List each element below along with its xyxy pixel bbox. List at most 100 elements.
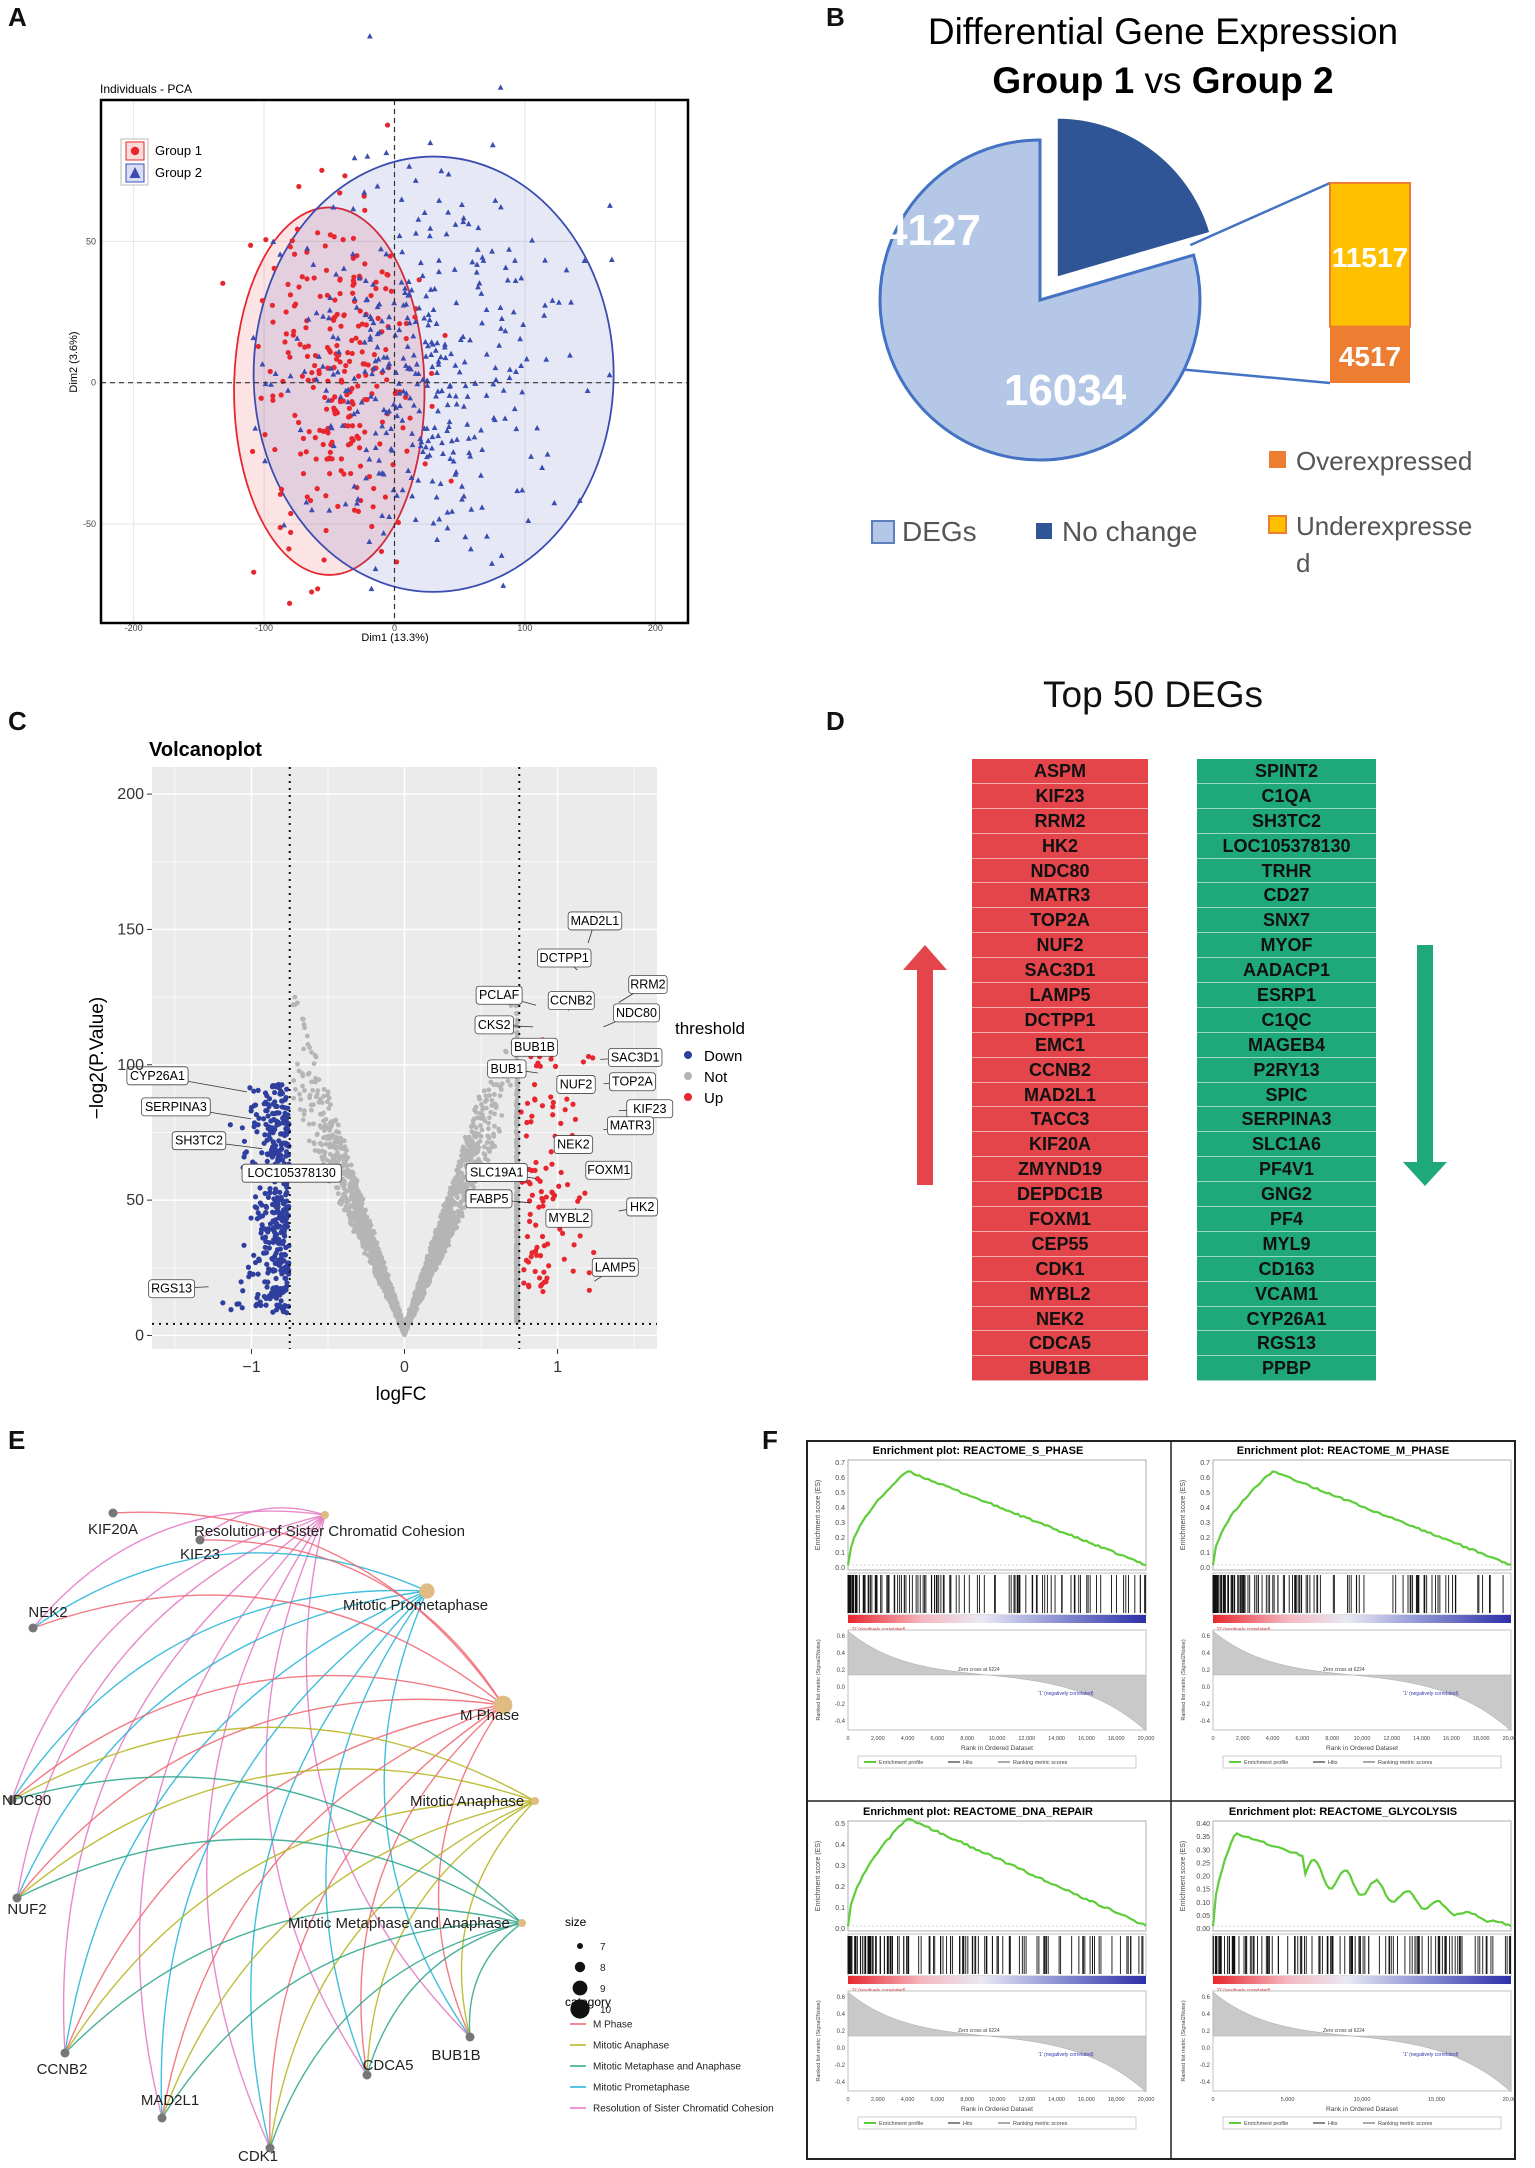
pca-point-group2 — [386, 313, 393, 320]
volcano-point-not — [353, 1178, 359, 1184]
pca-point-group1 — [290, 332, 296, 338]
volcano-point-not — [458, 1170, 463, 1176]
pca-point-group1 — [412, 314, 418, 320]
pca-point-group2 — [543, 356, 550, 362]
pca-point-group2 — [541, 312, 548, 318]
pca-point-group2 — [330, 442, 337, 449]
volcano-point-not — [353, 1206, 359, 1212]
gsea-es-ytick: 0.1 — [1200, 1550, 1210, 1557]
pca-point-group2 — [301, 368, 308, 374]
pca-point-group2 — [426, 316, 433, 323]
pca-point-group2 — [354, 408, 361, 414]
gsea-metric-ytick: 0.0 — [837, 1685, 846, 1691]
gsea-xlabel: Rank in Ordered Dataset — [1326, 1745, 1398, 1752]
pca-point-group1 — [383, 286, 389, 292]
volcano-gene-label: LOC105378130 — [248, 1166, 336, 1180]
pca-point-group2 — [466, 449, 473, 456]
pca-point-group2 — [428, 351, 435, 357]
volcano-label-box — [591, 1257, 639, 1277]
volcano-point-down — [263, 1204, 270, 1211]
pca-point-group2 — [400, 302, 407, 308]
volcano-point-not — [321, 1086, 327, 1092]
pca-point-group1 — [319, 167, 325, 173]
pca-xtick: 200 — [648, 623, 663, 633]
volcano-point-not — [331, 1154, 336, 1160]
volcano-label-box — [487, 1059, 527, 1079]
volcano-point-down — [251, 1252, 257, 1258]
pca-point-group2 — [464, 393, 471, 399]
pca-point-group1 — [327, 471, 333, 477]
pca-point-group2 — [380, 471, 387, 477]
gsea-es-ytick: 0.4 — [835, 1505, 845, 1512]
pca-xtick: 0 — [392, 623, 397, 633]
volcano-gene-label: CCNB2 — [550, 994, 592, 1008]
pca-point-group2 — [386, 324, 392, 330]
category-legend-label: Mitotic Prometaphase — [593, 2083, 690, 2094]
volcano-point-up — [526, 1198, 533, 1204]
volcano-point-up — [539, 1103, 546, 1109]
pca-point-group1 — [361, 193, 367, 199]
volcano-label-box — [607, 1116, 654, 1136]
volcano-xtick: −1 — [242, 1359, 260, 1376]
down-gene-cell: MAGEB4 — [1197, 1032, 1376, 1058]
pca-point-group1 — [327, 326, 333, 332]
volcano-gene-label: LAMP5 — [595, 1260, 636, 1274]
volcano-point-up — [550, 1104, 556, 1110]
volcano-label-box — [553, 1135, 594, 1154]
gsea-legend-hits: Hits — [963, 1760, 973, 1766]
volcano-point-up — [534, 1252, 540, 1258]
pca-point-group2 — [375, 356, 382, 362]
pca-point-group2 — [493, 376, 499, 383]
pca-point-group1 — [327, 349, 333, 355]
pca-point-group2 — [472, 380, 479, 386]
network-edge — [64, 1906, 523, 2054]
volcano-point-not — [319, 1154, 325, 1160]
pca-point-group2 — [394, 412, 400, 419]
pca-point-group2 — [386, 360, 393, 367]
network-edge — [468, 1922, 523, 2038]
volcano-point-down — [273, 1103, 279, 1109]
pca-point-group1 — [350, 401, 356, 407]
volcano-point-down — [284, 1142, 290, 1148]
volcano-point-up — [532, 1097, 538, 1103]
pca-point-group2 — [435, 361, 442, 367]
pca-point-group2 — [517, 335, 524, 342]
volcano-point-down — [252, 1122, 258, 1128]
volcano-point-down — [281, 1199, 287, 1206]
volcano-point-not — [478, 1123, 483, 1128]
gsea-es-curve — [1211, 1470, 1512, 1566]
volcano-point-down — [266, 1266, 272, 1272]
gsea-metric-ytick: -0.2 — [835, 1702, 846, 1708]
up-gene-cell: CDCA5 — [972, 1331, 1148, 1357]
gsea-xtick: 16,000 — [1078, 1736, 1095, 1742]
volcano-point-not — [433, 1238, 439, 1244]
pca-point-group1 — [422, 461, 428, 467]
volcano-point-not — [480, 1115, 486, 1121]
pca-point-group1 — [349, 435, 355, 442]
volcano-point-not — [469, 1129, 475, 1134]
network-edge — [62, 1514, 326, 2054]
size-legend-label: 9 — [600, 1984, 606, 1995]
volcano-point-not — [328, 1124, 334, 1129]
pca-point-group1 — [396, 321, 403, 327]
volcano-point-not — [496, 1126, 502, 1132]
volcano-point-up — [532, 1268, 538, 1275]
volcano-point-not — [373, 1273, 379, 1279]
pca-point-group2 — [376, 457, 382, 463]
volcano-point-not — [335, 1122, 341, 1128]
pca-xlabel: Dim1 (13.3%) — [361, 632, 428, 644]
volcano-legend-not: Not — [704, 1069, 728, 1086]
pca-point-group2 — [556, 299, 562, 305]
volcano-point-down — [245, 1264, 252, 1270]
volcano-point-down — [283, 1275, 289, 1281]
pca-point-group1 — [331, 364, 337, 371]
pca-point-group1 — [448, 478, 454, 484]
volcano-point-not — [321, 1149, 327, 1155]
pca-point-group2 — [483, 392, 490, 398]
pca-point-group2 — [383, 429, 390, 436]
volcano-gene-label: MATR3 — [610, 1119, 651, 1133]
volcano-point-not — [334, 1159, 339, 1165]
pca-point-group2 — [453, 469, 460, 475]
volcano-point-up — [557, 1226, 563, 1232]
